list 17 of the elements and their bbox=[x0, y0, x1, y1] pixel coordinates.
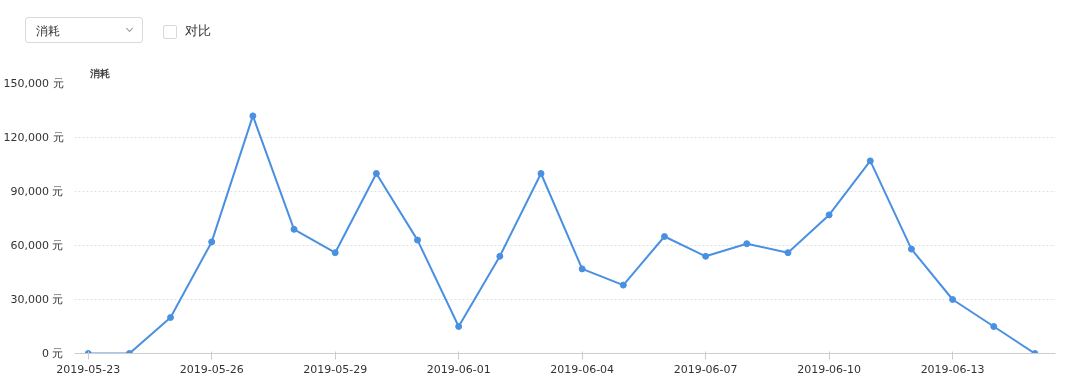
y-tick-label: 150,000 元 bbox=[3, 77, 64, 90]
text: 消耗 bbox=[25, 17, 143, 43]
y-tick-label: 120,000 元 bbox=[3, 131, 64, 144]
x-tick-label: 2019-05-29 bbox=[303, 362, 368, 375]
x-tick-label: 2019-06-07 bbox=[673, 362, 738, 375]
y-tick-label: 30,000 元 bbox=[10, 293, 64, 306]
x-tick-label: 2019-06-13 bbox=[920, 362, 985, 375]
y-axis-title: 消耗 bbox=[88, 67, 110, 79]
x-tick-label: 2019-05-23 bbox=[56, 362, 121, 375]
y-tick-label: 0 元 bbox=[42, 347, 64, 360]
x-tick-label: 2019-06-04 bbox=[550, 362, 615, 375]
x-tick-label: 2019-05-26 bbox=[179, 362, 244, 375]
y-tick-label: 60,000 元 bbox=[10, 239, 64, 252]
x-tick-label: 2019-06-01 bbox=[426, 362, 491, 375]
y-tick-label: 90,000 元 bbox=[10, 185, 64, 198]
x-tick-label: 2019-06-10 bbox=[797, 362, 862, 375]
text: 对比 bbox=[185, 23, 211, 39]
